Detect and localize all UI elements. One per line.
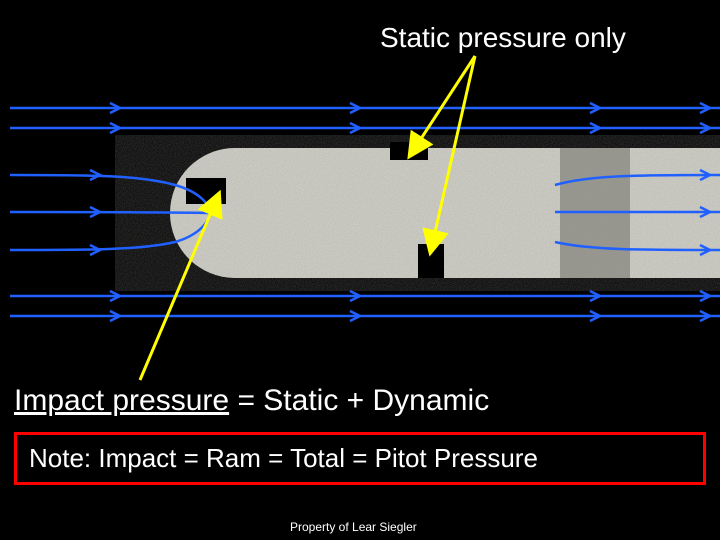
equation-lhs: Impact pressure bbox=[14, 384, 229, 417]
note-text: Note: Impact = Ram = Total = Pitot Press… bbox=[29, 443, 538, 473]
footer-credit: Property of Lear Siegler bbox=[290, 520, 417, 534]
label-impact-equation: Impact pressure = Static + Dynamic bbox=[14, 384, 489, 418]
probe-port bbox=[390, 142, 428, 160]
pitot-probe-body bbox=[170, 142, 720, 278]
equation-rhs: = Static + Dynamic bbox=[237, 384, 489, 417]
label-static-pressure: Static pressure only bbox=[380, 22, 626, 54]
note-box: Note: Impact = Ram = Total = Pitot Press… bbox=[14, 432, 706, 485]
